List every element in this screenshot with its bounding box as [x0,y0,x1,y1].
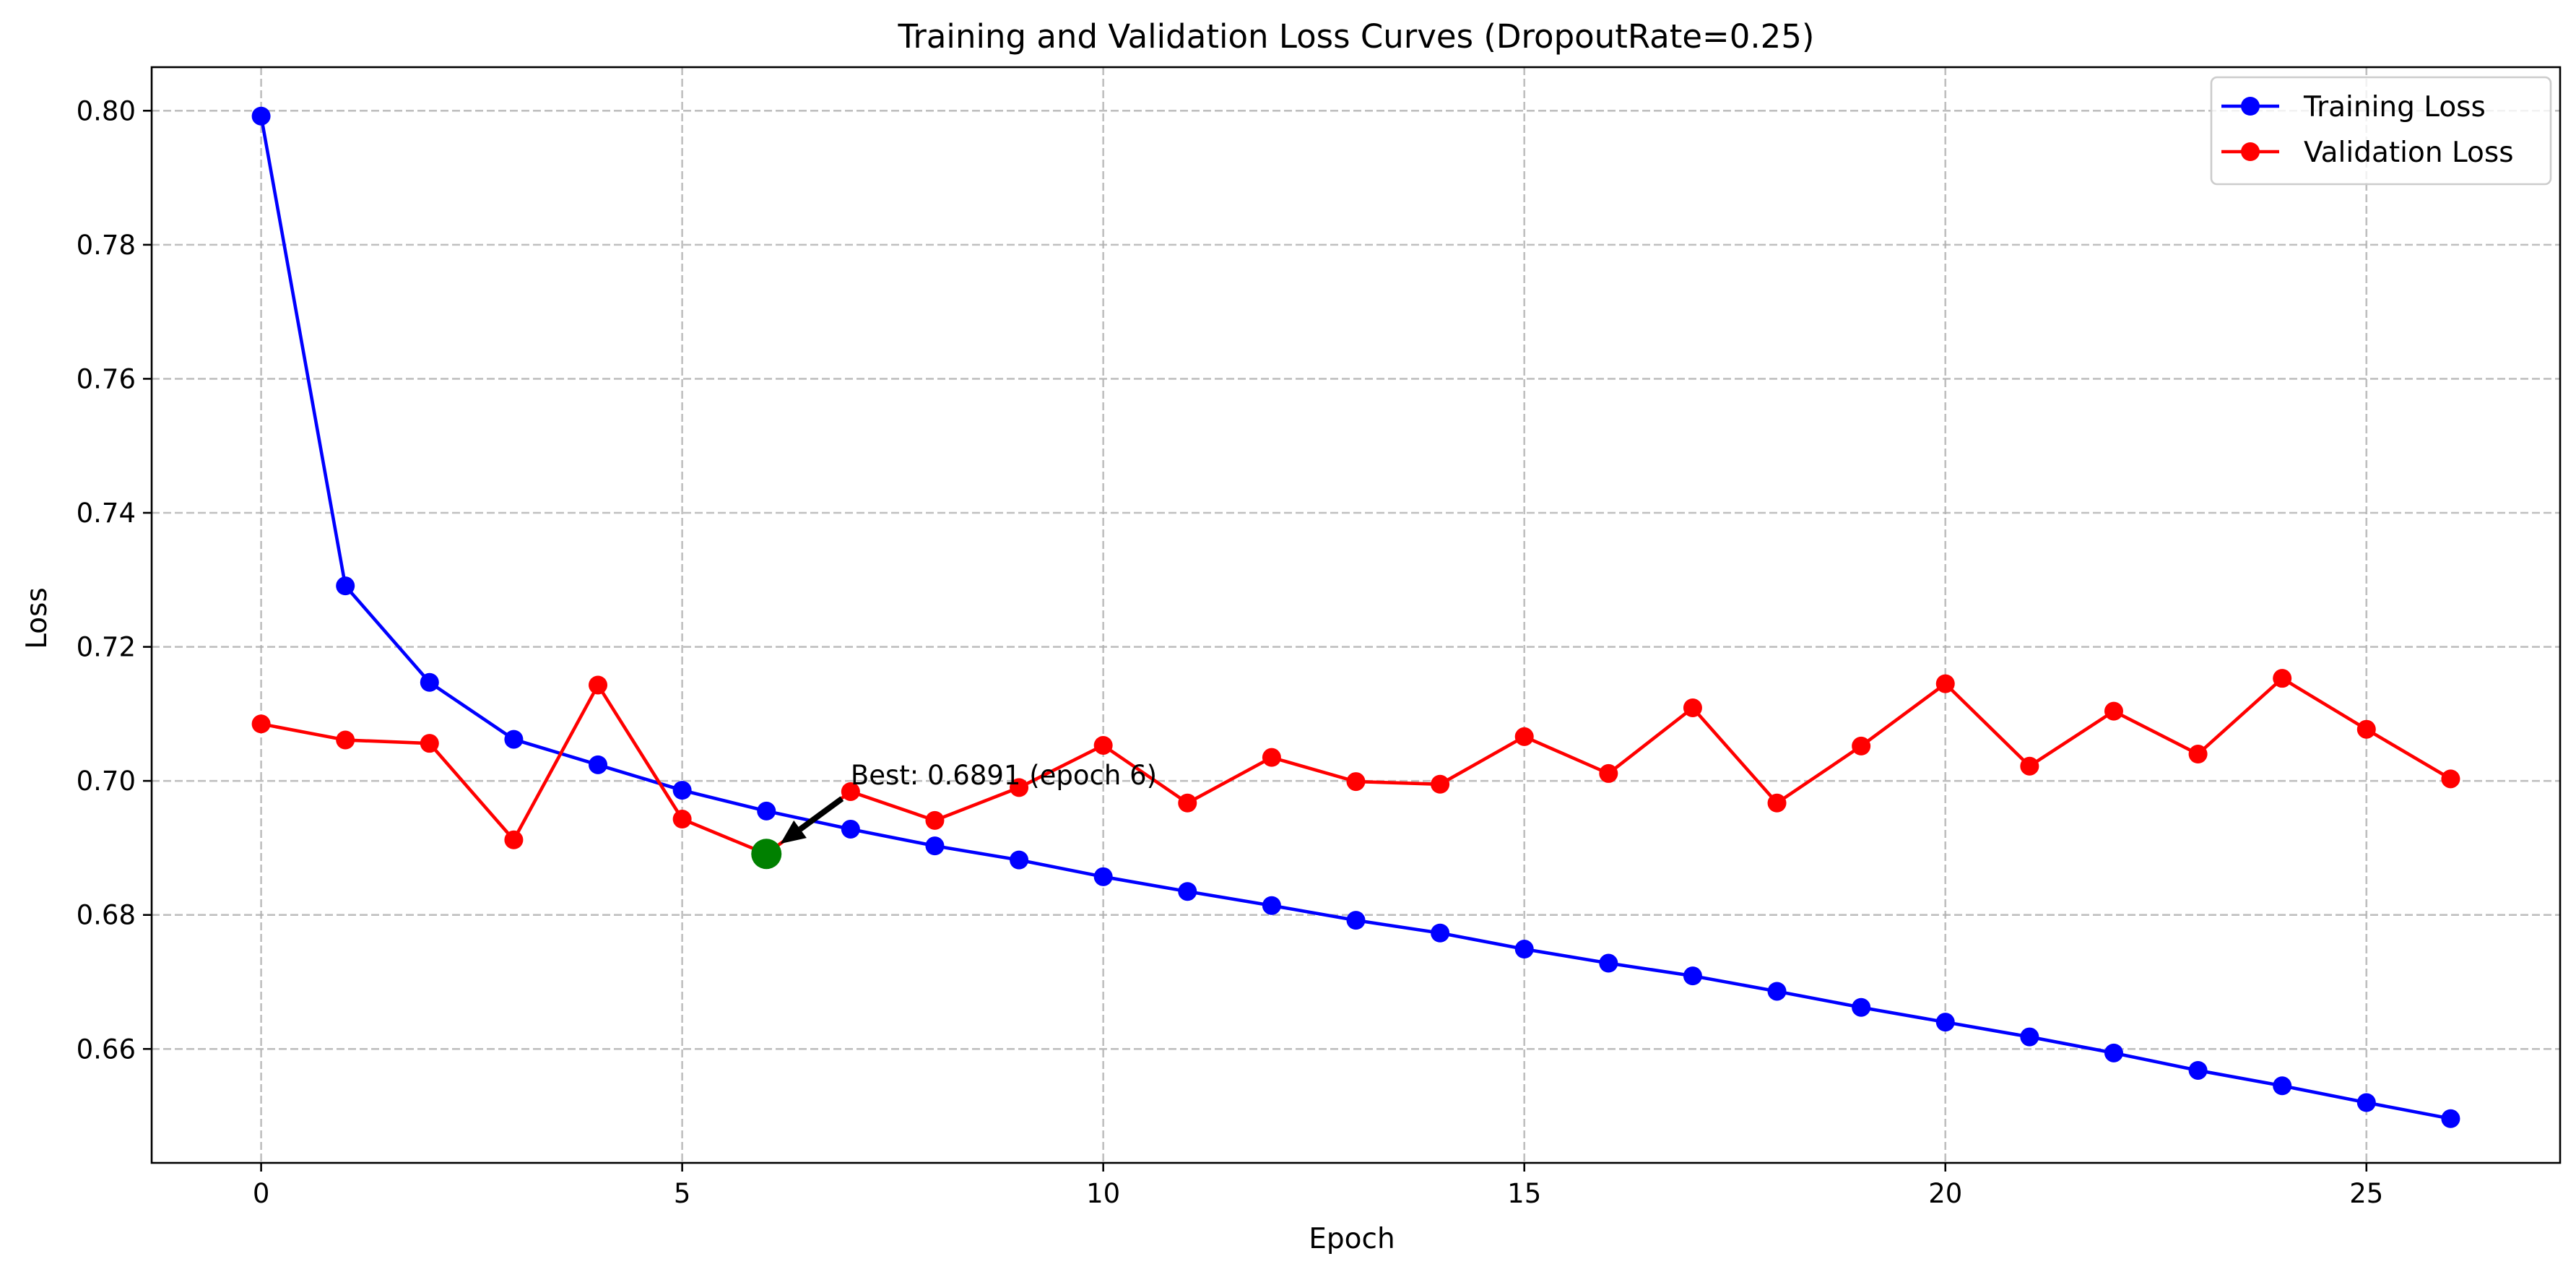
validation-loss-point [336,730,355,750]
validation-loss-point [1262,748,1281,767]
training-loss-point [251,106,271,126]
x-tick-label: 10 [1086,1178,1120,1209]
validation-loss-point [1767,793,1787,813]
legend-label-training: Training Loss [2303,91,2486,124]
training-loss-point [672,781,692,800]
validation-loss-point [2020,756,2039,776]
validation-loss-point [1514,727,1534,746]
y-tick-label: 0.80 [77,95,136,126]
training-loss-point [420,672,439,692]
training-loss-point [1935,1013,1955,1032]
validation-loss-point [1852,736,1871,756]
legend-box [2210,76,2552,186]
y-tick-label: 0.68 [77,900,136,931]
training-loss-point [1093,867,1113,886]
training-loss-point [2273,1076,2292,1096]
training-loss-point [1346,911,1366,930]
annotation-arrow-head [780,820,807,844]
validation-loss-point [420,734,439,753]
best-annotation: Best: 0.6891 (epoch 6) [751,760,1157,870]
training-loss-point [1431,923,1450,943]
training-loss-point [1178,882,1197,901]
training-loss-point [1599,953,1618,973]
x-tick-label: 15 [1507,1178,1541,1209]
validation-loss-point [1935,674,1955,693]
validation-loss-point [1683,698,1702,718]
training-loss-point [1514,940,1534,959]
validation-loss-point [589,675,608,695]
training-loss-point [2188,1060,2208,1080]
legend-label-validation: Validation Loss [2304,137,2514,169]
x-axis-label: Epoch [1309,1223,1395,1255]
best-annotation-label: Best: 0.6891 (epoch 6) [851,760,1157,791]
training-loss-point [1767,982,1787,1001]
y-tick-label: 0.74 [77,498,136,529]
validation-loss-point [1093,735,1113,755]
validation-loss-point [1346,772,1366,792]
y-axis: 0.66 0.68 0.70 0.72 0.74 0.76 0.78 0.80 [77,95,152,1065]
legend-marker-validation [2241,142,2260,161]
validation-loss-point [1010,778,1029,797]
training-loss-point [757,801,776,821]
training-loss-point [841,819,860,839]
y-tick-label: 0.72 [77,632,136,663]
validation-loss-point [672,810,692,829]
training-loss-point [1683,966,1702,986]
validation-loss-point [2356,719,2376,739]
validation-loss-point [925,810,945,830]
x-tick-label: 20 [1928,1178,1962,1209]
x-tick-label: 25 [2349,1178,2383,1209]
y-axis-label: Loss [21,587,53,649]
annotation-arrow [798,796,844,832]
legend-item-validation: Validation Loss [2221,137,2514,169]
validation-loss-point [2273,669,2292,688]
training-loss-point [1852,997,1871,1017]
validation-loss-point [1599,763,1618,783]
training-loss-point [1010,850,1029,870]
x-tick-label: 5 [674,1178,691,1209]
validation-loss-point [1178,793,1197,813]
y-tick-label: 0.76 [77,363,136,394]
legend: Training Loss Validation Loss [2210,76,2552,186]
validation-loss-point [1431,774,1450,794]
x-tick-label: 0 [253,1178,270,1209]
y-tick-label: 0.78 [77,230,136,261]
training-loss-point [2441,1109,2460,1128]
validation-loss-point [841,782,860,801]
plot-frame [150,66,2562,1164]
training-loss-point [2356,1093,2376,1112]
legend-item-training: Training Loss [2221,91,2486,124]
validation-loss-point [504,830,524,849]
training-loss-point [589,755,608,774]
chart-title: Training and Validation Loss Curves (Dro… [897,17,1814,56]
validation-loss-point [2188,745,2208,764]
validation-loss-point [2104,701,2123,721]
series-training-loss [251,106,2460,1128]
training-loss-point [1262,896,1281,915]
validation-loss-point [251,714,271,734]
y-tick-label: 0.70 [77,766,136,797]
y-tick-label: 0.66 [77,1034,136,1065]
training-loss-point [504,730,524,749]
legend-marker-training [2241,97,2260,116]
training-loss-point [2020,1027,2039,1047]
best-point-marker [751,839,782,870]
validation-loss-point [2441,769,2460,789]
training-loss-point [336,576,355,596]
training-loss-point [2104,1043,2123,1062]
x-axis: 0 5 10 15 20 25 [253,1163,2383,1209]
training-loss-point [925,836,945,856]
